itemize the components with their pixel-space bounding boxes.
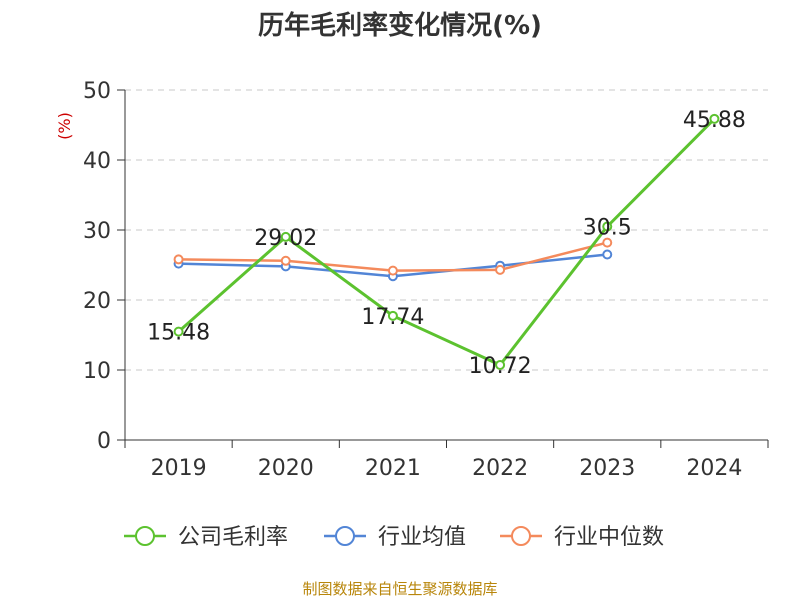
series-layer: [173, 113, 720, 370]
axes: 0 10 20 30 40 50 2019 2020 2021 2022 2023 2024: [83, 79, 769, 481]
data-point[interactable]: [602, 237, 613, 248]
y-tick-label: 0: [97, 429, 111, 454]
data-label: 30.5: [583, 216, 632, 241]
data-point[interactable]: [387, 265, 398, 276]
y-tick-label: 50: [83, 79, 111, 104]
legend-marker-icon: [335, 526, 355, 546]
data-point[interactable]: [387, 310, 398, 321]
data-point[interactable]: [602, 221, 613, 232]
series-line-0: [177, 117, 716, 367]
data-point[interactable]: [280, 255, 291, 266]
data-label: 10.72: [469, 354, 532, 379]
legend-marker-icon: [135, 526, 155, 546]
x-tick-label: 2024: [686, 456, 742, 481]
x-tick-label: 2021: [365, 456, 421, 481]
legend-label: 公司毛利率: [178, 525, 288, 550]
x-tick-label: 2020: [258, 456, 314, 481]
legend-marker-icon: [511, 526, 531, 546]
data-label: 17.74: [361, 305, 424, 330]
y-tick-label: 30: [83, 219, 111, 244]
y-tick-label: 10: [83, 359, 111, 384]
x-tick-label: 2023: [579, 456, 635, 481]
legend-item-2[interactable]: 行业中位数: [500, 525, 664, 550]
data-labels: 15.48 29.02 17.74 10.72 30.5 45.88: [147, 108, 746, 379]
legend-label: 行业均值: [378, 525, 466, 550]
x-tick-label: 2019: [151, 456, 207, 481]
data-point[interactable]: [495, 264, 506, 275]
legend-label: 行业中位数: [554, 525, 664, 550]
y-axis-unit: (%): [55, 112, 74, 140]
data-point[interactable]: [173, 326, 184, 337]
legend-item-1[interactable]: 行业均值: [324, 525, 466, 550]
y-tick-label: 40: [83, 149, 111, 174]
data-label: 29.02: [254, 226, 317, 251]
source-note: 制图数据来自恒生聚源数据库: [302, 580, 497, 598]
legend-item-0[interactable]: 公司毛利率: [124, 525, 288, 550]
data-point[interactable]: [280, 231, 291, 242]
x-tick-label: 2022: [472, 456, 528, 481]
data-point[interactable]: [602, 249, 613, 260]
grid: [125, 89, 768, 371]
chart-title: 历年毛利率变化情况(%): [258, 10, 542, 41]
data-point[interactable]: [709, 113, 720, 124]
legend: 公司毛利率 行业均值 行业中位数: [124, 525, 664, 550]
y-tick-label: 20: [83, 289, 111, 314]
data-label: 45.88: [683, 108, 746, 133]
data-point[interactable]: [495, 359, 506, 370]
data-point[interactable]: [173, 254, 184, 265]
data-label: 15.48: [147, 321, 210, 346]
